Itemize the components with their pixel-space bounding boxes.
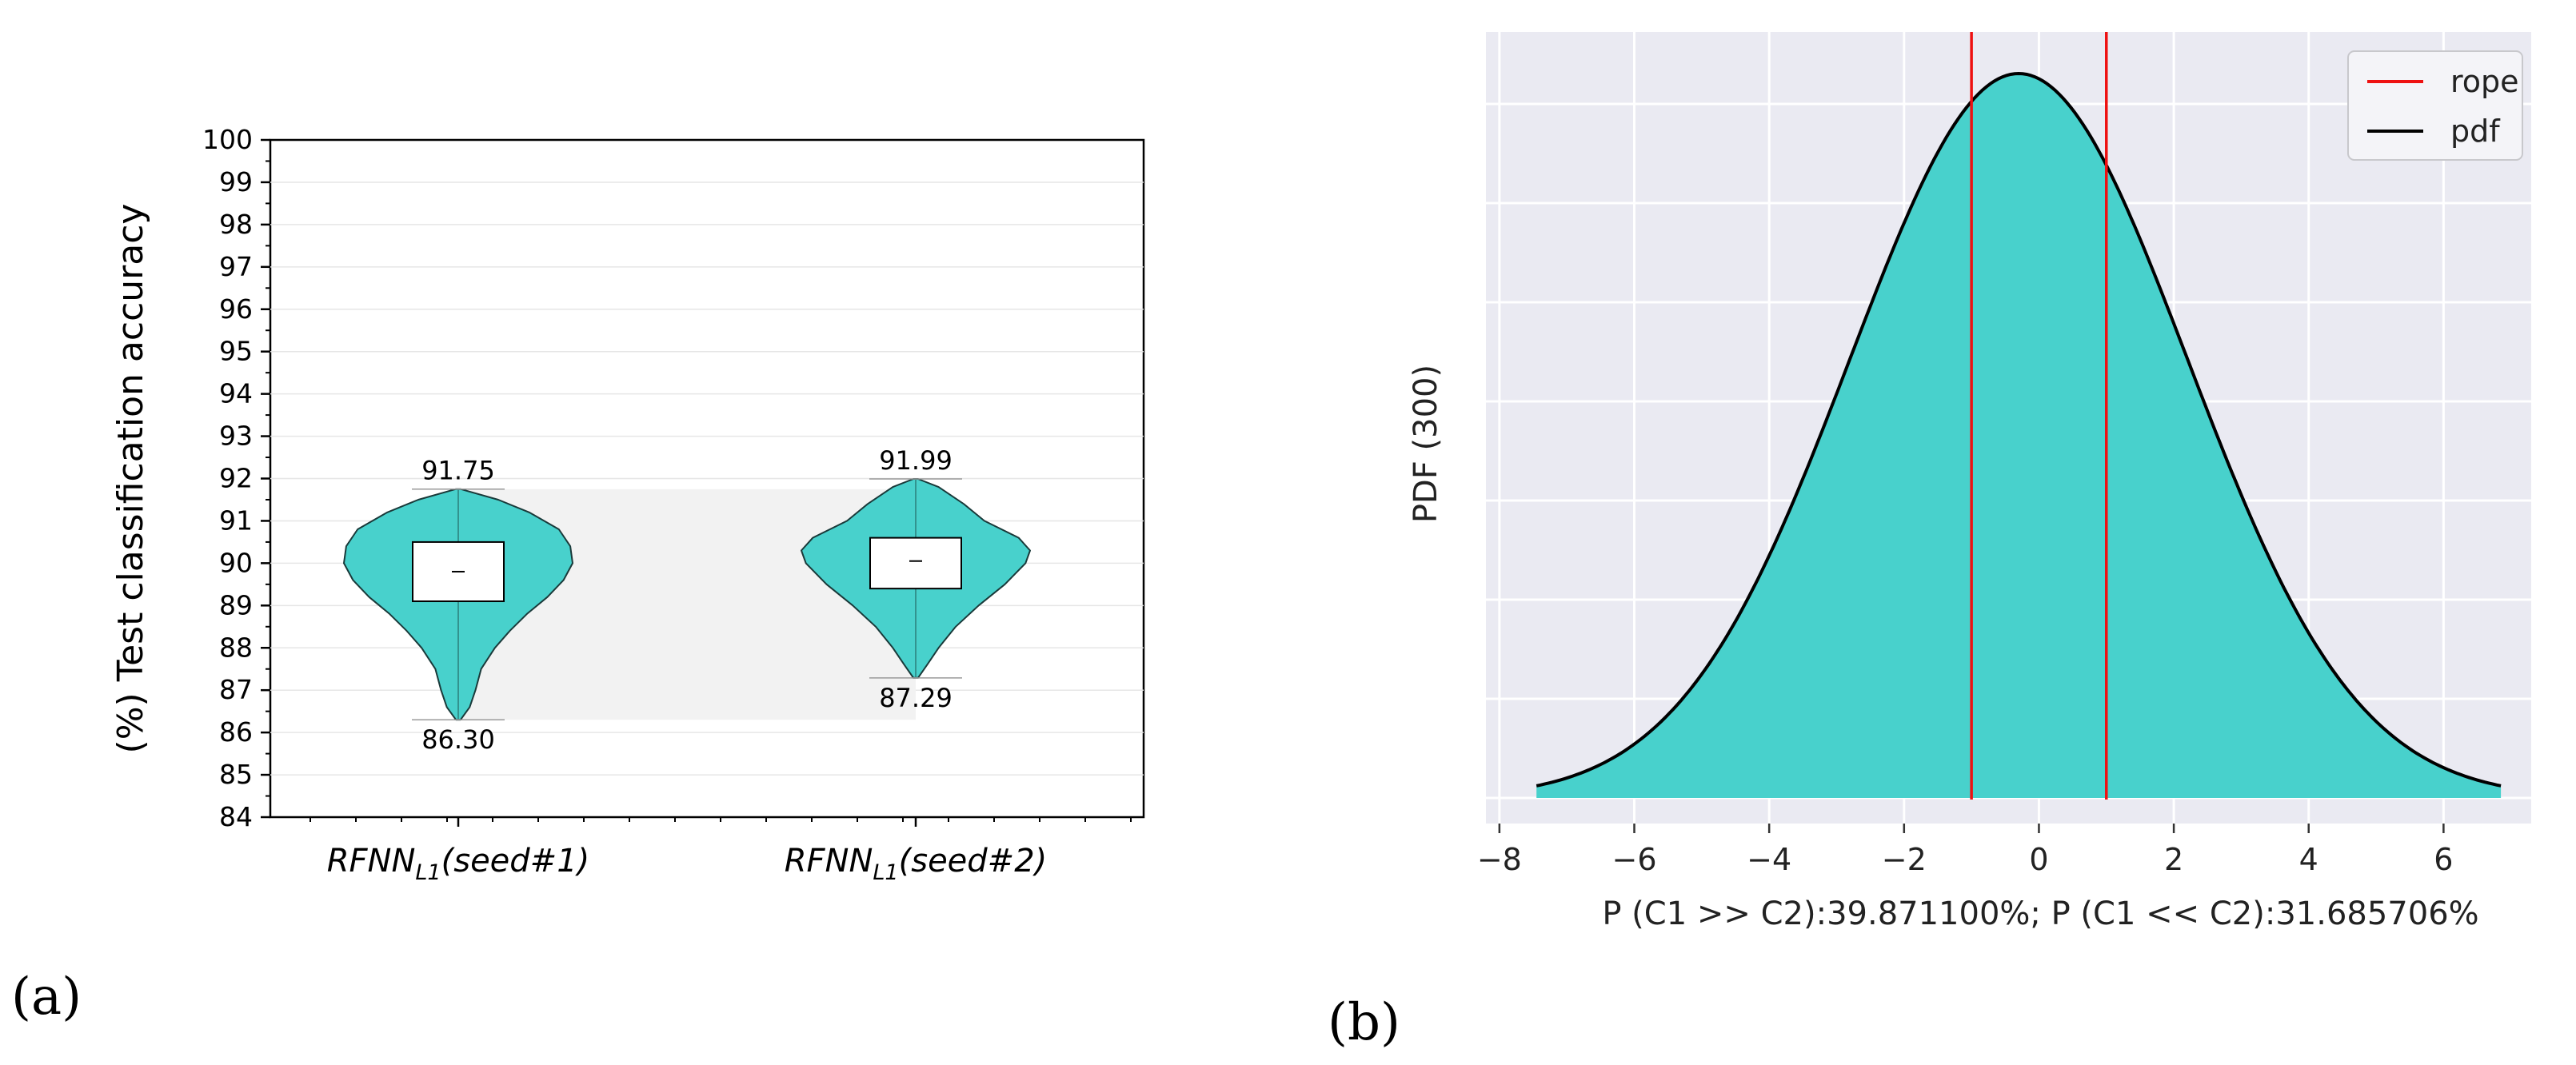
y-axis-title-b: PDF (300) — [1408, 365, 1444, 523]
legend-label-pdf: pdf — [2450, 114, 2501, 149]
x-tick-label: −4 — [1747, 842, 1791, 877]
max-label: 91.99 — [879, 445, 953, 476]
pdf-area — [1536, 74, 2502, 798]
y-axis-title-a: (%) Test classification accuracy — [110, 204, 151, 754]
x-tick-label: 0 — [2029, 842, 2048, 877]
category-base: RFNN — [785, 843, 873, 880]
y-tick-label: 94 — [219, 378, 253, 409]
x-axis-a: RFNNL1(seed#1) RFNNL1(seed#2) — [327, 817, 1048, 885]
y-tick-label: 93 — [219, 421, 253, 452]
y-tick-label: 88 — [219, 632, 253, 663]
category-label: RFNNL1(seed#2) — [785, 843, 1048, 885]
max-label: 91.75 — [421, 456, 495, 486]
y-tick-label: 98 — [219, 209, 253, 240]
category-base: RFNN — [327, 843, 416, 880]
category-label: RFNNL1(seed#1) — [327, 843, 590, 885]
y-tick-label: 100 — [202, 124, 253, 155]
y-tick-label: 95 — [219, 336, 253, 367]
rope-lines — [1970, 32, 2108, 800]
legend: rope pdf — [2347, 50, 2523, 161]
category-subscript: L1 — [415, 860, 441, 885]
panel-label-b: (b) — [1328, 993, 1400, 1052]
x-tick-label: 4 — [2299, 842, 2318, 877]
min-label: 87.29 — [879, 683, 953, 713]
category-suffix: (seed#2) — [899, 843, 1048, 880]
violin-chart: 91.75 86.30 91.99 87.29 84 85 86 87 88 89 90 91 92 9… — [110, 124, 1145, 885]
pdf-line — [1536, 71, 2502, 788]
y-tick-label: 85 — [219, 759, 253, 790]
y-tick-label: 87 — [219, 674, 253, 705]
y-axis-a: 84 85 86 87 88 89 90 91 92 93 94 95 96 97 98 99 100 — [202, 124, 1132, 832]
x-tick-label: −8 — [1477, 842, 1522, 877]
y-tick-label: 91 — [219, 505, 253, 536]
x-tick-label: −2 — [1882, 842, 1927, 877]
panel-label-a: (a) — [11, 967, 82, 1027]
x-tick-label: 6 — [2434, 842, 2453, 877]
y-tick-label: 89 — [219, 589, 253, 620]
x-axis-b: −8 −6 −4 −2 0 2 4 6 — [1477, 824, 2453, 877]
legend-label-rope: rope — [2450, 64, 2519, 99]
y-tick-label: 86 — [219, 716, 253, 748]
y-tick-label: 92 — [219, 463, 253, 494]
pdf-chart: −8 −6 −4 −2 0 2 4 6 P (C1 >> C2):39.871100%; P … — [1408, 32, 2531, 932]
y-tick-label: 96 — [219, 293, 253, 325]
y-tick-label: 84 — [219, 801, 253, 832]
y-tick-label: 99 — [219, 166, 253, 197]
min-label: 86.30 — [421, 724, 495, 755]
category-suffix: (seed#1) — [441, 843, 590, 880]
y-tick-label: 97 — [219, 251, 253, 282]
x-tick-label: 2 — [2164, 842, 2183, 877]
category-subscript: L1 — [873, 860, 898, 885]
iqr-box — [869, 536, 962, 590]
y-tick-label: 90 — [219, 547, 253, 578]
violins: 91.75 86.30 91.99 87.29 — [343, 445, 1031, 755]
x-axis-title-b: P (C1 >> C2):39.871100%; P (C1 << C2):31… — [1602, 895, 2478, 932]
x-tick-label: −6 — [1611, 842, 1656, 877]
